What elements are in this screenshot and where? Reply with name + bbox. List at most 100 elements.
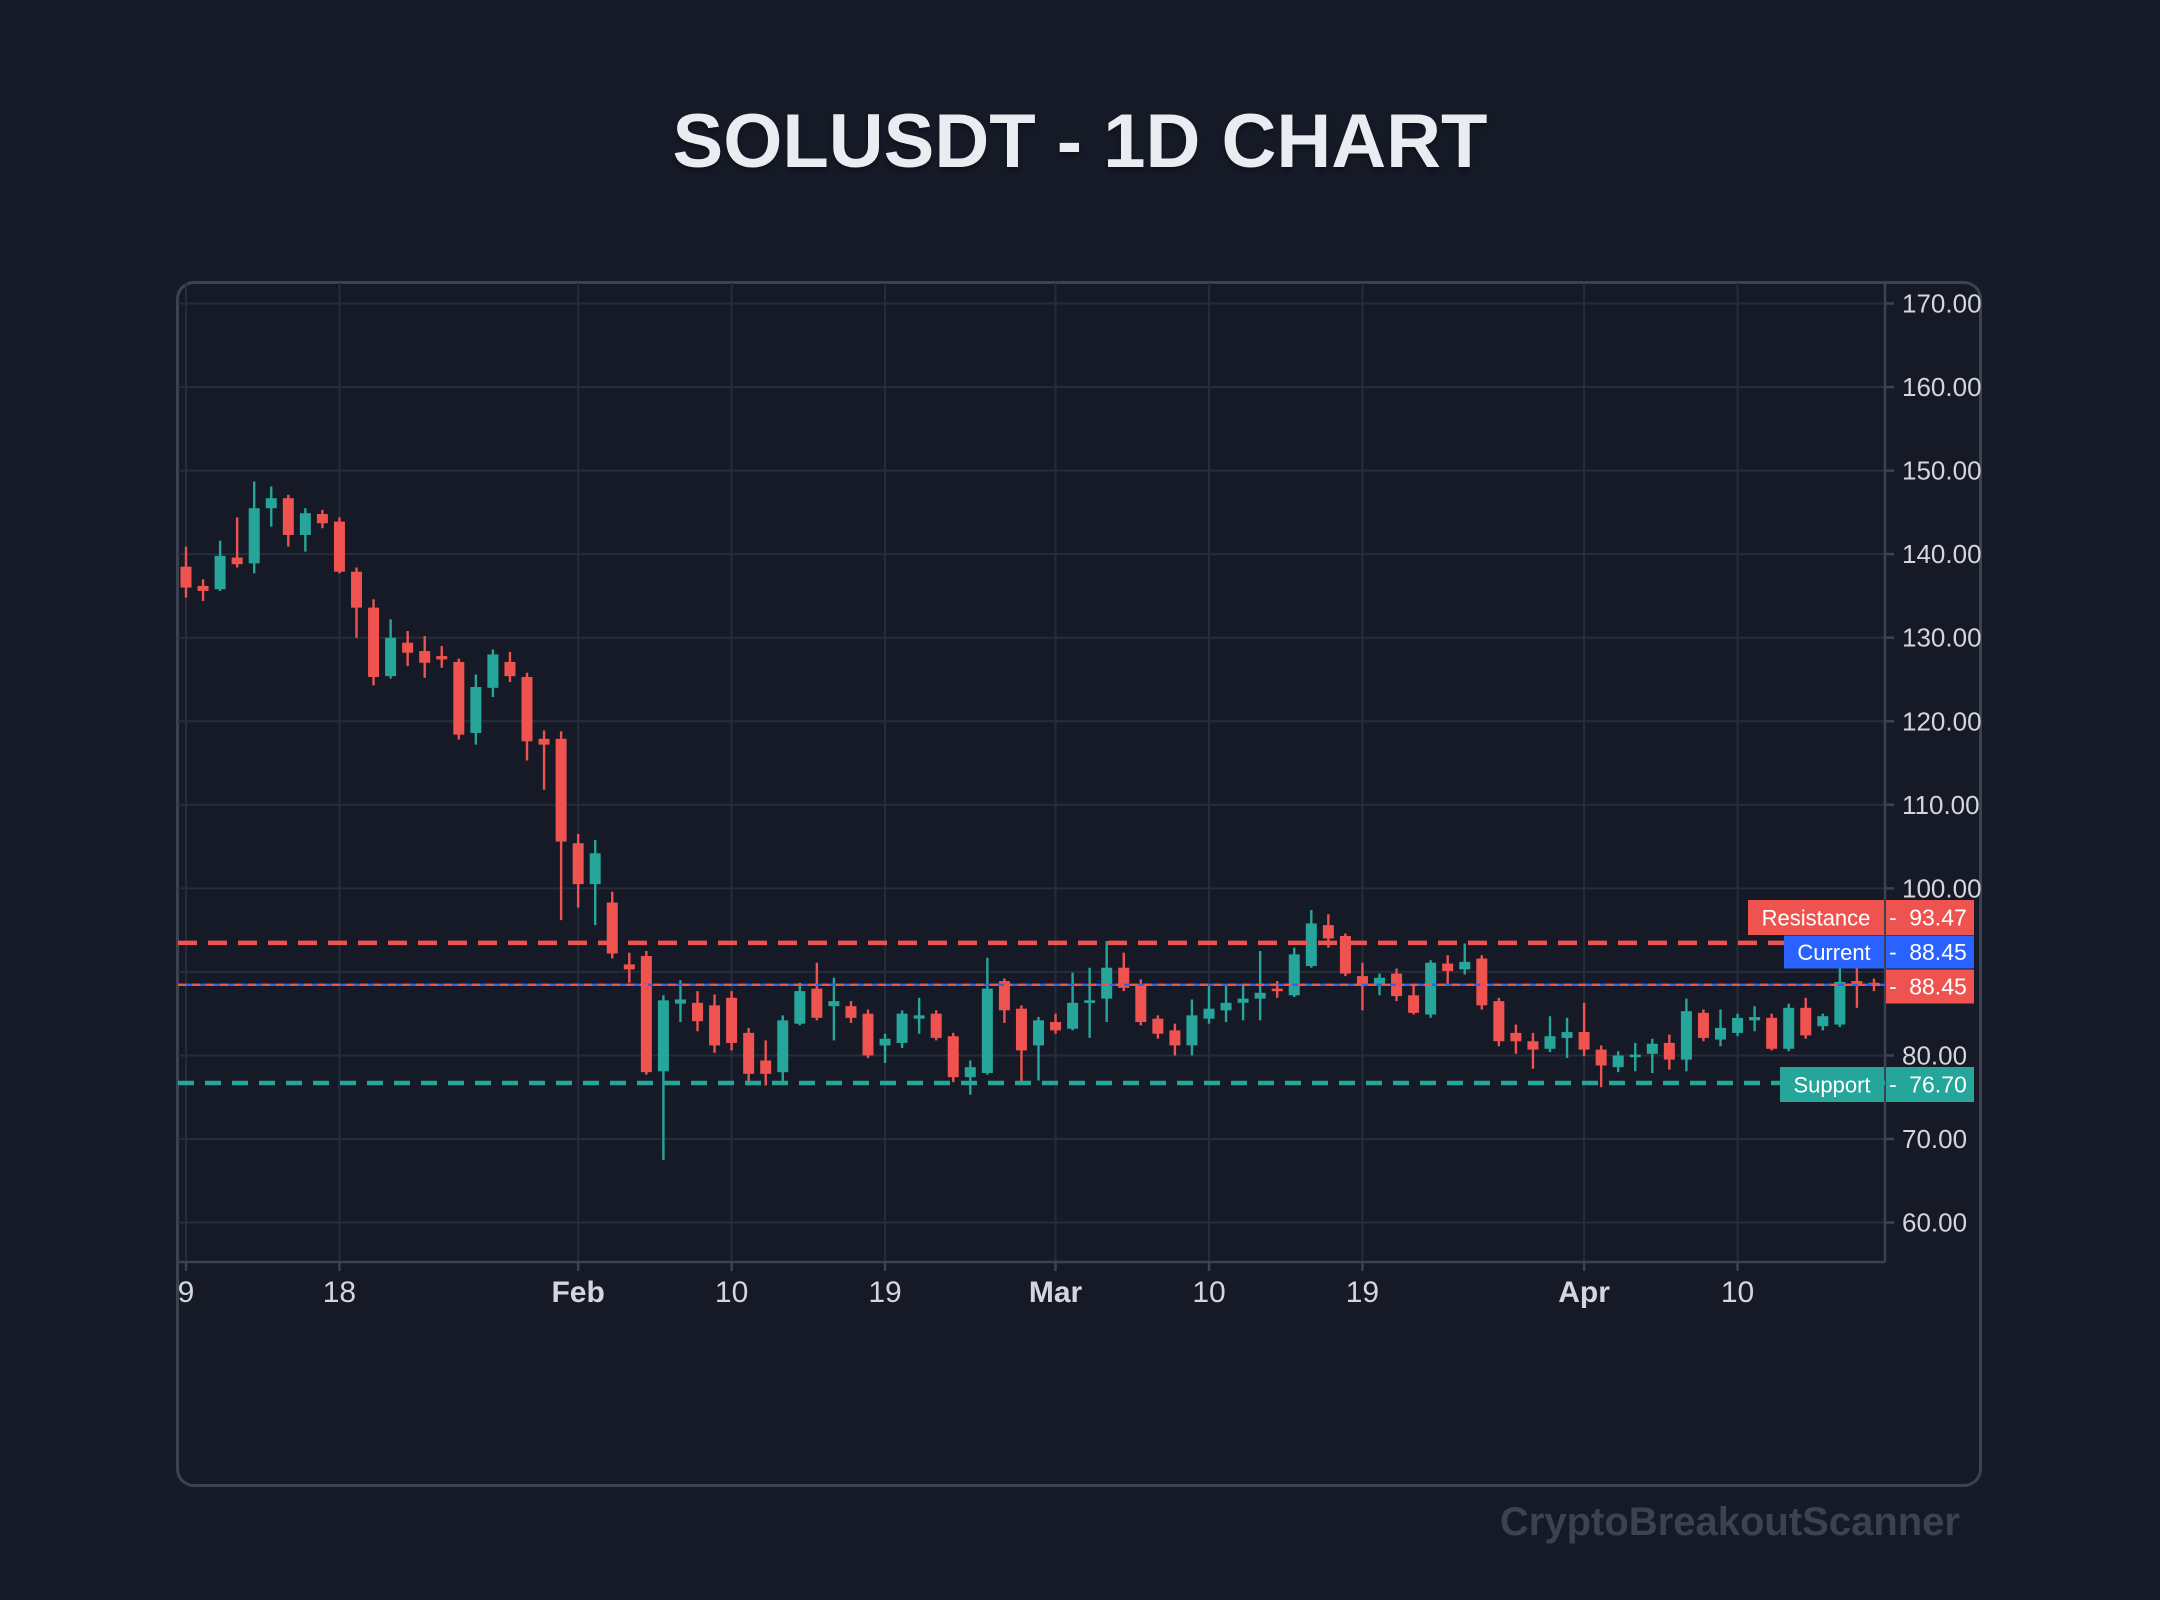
candles	[180, 481, 1880, 1160]
current-price-label: -88.45	[1886, 935, 1974, 969]
candle-body	[1288, 954, 1300, 996]
candle-body	[726, 997, 738, 1043]
candle-body	[640, 956, 652, 1073]
candle-body	[1118, 967, 1130, 988]
candle-body	[1459, 961, 1471, 970]
candle-body	[674, 999, 686, 1004]
candle-body	[1715, 1027, 1726, 1040]
candle-body	[265, 498, 277, 509]
x-axis-label: Mar	[1029, 1276, 1083, 1309]
candle-body	[1561, 1032, 1573, 1038]
svg-text:-: -	[1889, 974, 1897, 1000]
candle	[1084, 967, 1096, 1038]
candle	[726, 991, 738, 1051]
candle-body	[1817, 1016, 1829, 1027]
chart-title: SOLUSDT - 1D CHART	[672, 99, 1488, 184]
axes	[178, 283, 1894, 1271]
candle	[862, 1009, 874, 1058]
candle	[1101, 940, 1113, 1023]
y-axis-label: 120.00	[1902, 706, 1982, 736]
candle-body	[1834, 981, 1846, 1025]
candle	[1476, 955, 1488, 1010]
y-axis-label: 170.00	[1902, 289, 1982, 319]
candle-body	[504, 661, 516, 677]
candle-body	[1680, 1011, 1692, 1060]
x-axis-labels: 9 18 Feb 10 19 Mar 10 19 Apr 10	[178, 1276, 1755, 1309]
candle-body	[896, 1013, 908, 1043]
candle	[657, 995, 669, 1160]
resistance-price-label: -93.47	[1886, 900, 1974, 935]
y-axis-label: 150.00	[1902, 456, 1982, 486]
support-label: Support	[1780, 1067, 1884, 1102]
candle	[1288, 947, 1300, 997]
candle	[487, 649, 499, 698]
candle	[1510, 1024, 1522, 1054]
candle-body	[1493, 1001, 1505, 1042]
candle	[555, 731, 567, 921]
candle	[1135, 979, 1147, 1026]
candle-body	[282, 498, 294, 535]
candle-body	[777, 1020, 789, 1073]
candle	[777, 1015, 789, 1083]
candle	[1033, 1017, 1044, 1081]
candle	[1680, 998, 1692, 1072]
candle-body	[197, 585, 209, 591]
candle	[623, 952, 635, 983]
svg-text:Current: Current	[1797, 940, 1870, 965]
svg-text:-: -	[1889, 1072, 1897, 1098]
candle-body	[743, 1032, 755, 1074]
candle-body	[1050, 1022, 1062, 1031]
candle	[896, 1010, 908, 1048]
level-lines	[178, 940, 1885, 1086]
candle	[504, 651, 516, 682]
candle-body	[1033, 1020, 1044, 1046]
candle-body	[623, 964, 635, 970]
chart-panel	[176, 281, 1982, 1487]
candle	[214, 540, 226, 591]
candle	[794, 982, 806, 1026]
candle	[930, 1010, 942, 1041]
candle	[316, 509, 328, 529]
candle	[1561, 1017, 1573, 1058]
candle-body	[385, 637, 397, 677]
candle-body	[1646, 1043, 1658, 1054]
candle-body	[470, 686, 482, 733]
candle-body	[828, 1001, 840, 1007]
candle	[1578, 1002, 1590, 1057]
candle-body	[1084, 1000, 1096, 1003]
candle-body	[1851, 981, 1863, 986]
candle	[692, 991, 703, 1032]
x-axis-label: 9	[178, 1276, 195, 1309]
candle-body	[368, 607, 380, 677]
candle-body	[231, 557, 243, 565]
candle-body	[1612, 1055, 1624, 1068]
candle	[674, 980, 686, 1023]
candle	[231, 517, 243, 568]
candle	[1851, 968, 1863, 1008]
candle-body	[1663, 1042, 1675, 1060]
watermark: CryptoBreakoutScanner	[1499, 1500, 1960, 1544]
svg-text:-: -	[1889, 905, 1897, 931]
candle-body	[1408, 995, 1420, 1013]
candle-body	[180, 566, 192, 588]
svg-text:76.70: 76.70	[1909, 1072, 1967, 1098]
candle	[1425, 960, 1437, 1018]
candle	[811, 962, 823, 1021]
candle	[964, 1060, 976, 1095]
candle	[913, 997, 925, 1034]
candle	[470, 674, 482, 745]
candle-body	[333, 521, 345, 572]
candle-body	[1015, 1008, 1027, 1051]
candle	[1783, 1003, 1795, 1052]
candle-body	[1697, 1012, 1709, 1038]
candle-body	[1527, 1041, 1539, 1050]
candle-body	[589, 853, 601, 885]
x-axis-label: 10	[1721, 1276, 1754, 1309]
candle	[385, 619, 397, 679]
candle	[1169, 1023, 1181, 1056]
y-axis-label: 80.00	[1902, 1040, 1967, 1070]
y-axis-label: 130.00	[1902, 623, 1982, 653]
y-axis-label: 60.00	[1902, 1208, 1967, 1238]
candle	[419, 636, 431, 678]
